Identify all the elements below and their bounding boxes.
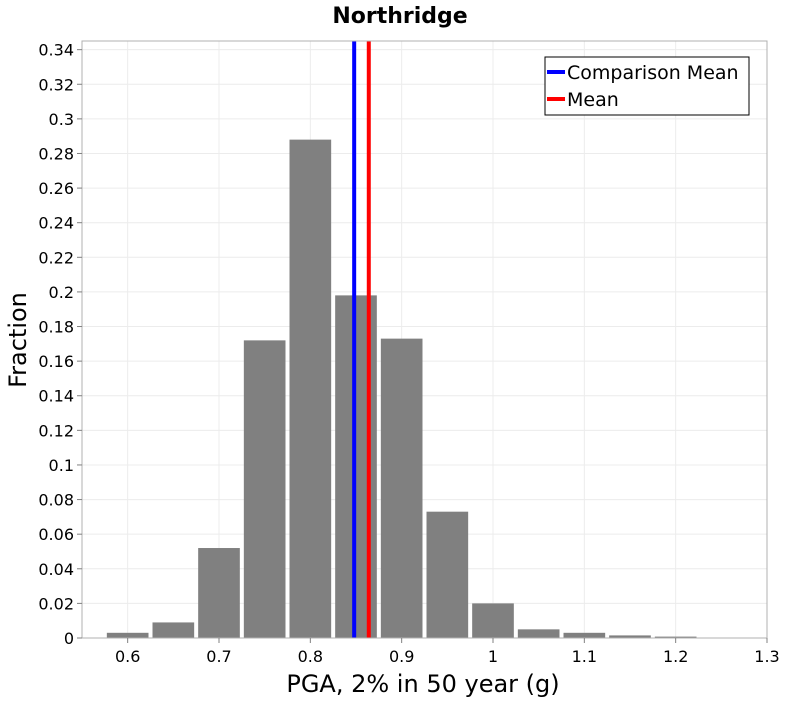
y-tick-label: 0.14 [38,387,74,406]
histogram-bar [563,632,606,638]
y-tick-label: 0.16 [38,352,74,371]
histogram-bar [609,635,651,638]
y-tick-label: 0.04 [38,560,74,579]
x-tick-label: 1.2 [663,647,688,666]
x-tick-label: 0.8 [298,647,323,666]
y-tick-label: 0.2 [49,283,74,302]
y-tick-label: 0.22 [38,248,74,267]
y-tick-label: 0.08 [38,491,74,510]
y-tick-label: 0.34 [38,41,74,60]
x-tick-label: 1 [488,647,498,666]
y-tick-label: 0 [64,629,74,648]
legend-box [544,56,750,116]
x-axis-label: PGA, 2% in 50 year (g) [286,670,559,698]
y-axis-label: Fraction [4,292,32,388]
legend-entry-label: Mean [567,89,619,111]
y-tick-label: 0.1 [49,456,74,475]
histogram-bar [426,511,469,638]
y-tick-label: 0.3 [49,110,74,129]
y-tick-label: 0.26 [38,179,74,198]
y-tick-label: 0.18 [38,318,74,337]
histogram-bar [198,548,240,638]
y-tick-label: 0.12 [38,421,74,440]
y-tick-label: 0.24 [38,214,74,233]
histogram-bar [106,632,149,638]
legend: Comparison Mean Mean [544,56,750,116]
histogram-bar [152,622,195,638]
y-tick-label: 0.32 [38,75,74,94]
histogram-bar [380,338,423,638]
histogram-bar [654,636,697,638]
x-tick-label: 0.6 [115,647,140,666]
histogram-bar [472,603,514,638]
grid [82,41,768,639]
plot-frame [81,40,768,639]
y-axis-ticks: 0 0.02 0.04 0.06 0.08 0.1 0.12 0.14 0.16 0.18 0.2 0… [38,41,82,648]
mean-lines [352,41,371,638]
histogram-bar [289,139,332,639]
legend-entry-label: Comparison Mean [567,62,739,84]
histogram-bar [517,629,560,638]
x-axis-ticks: 0.6 0.7 0.8 0.9 1 1.1 1.2 1.3 [115,638,780,666]
x-tick-label: 0.7 [206,647,231,666]
y-tick-label: 0.06 [38,525,74,544]
histogram-bar [243,340,286,638]
y-tick-label: 0.28 [38,144,74,163]
x-tick-label: 1.3 [754,647,779,666]
x-tick-label: 0.9 [389,647,414,666]
x-tick-label: 1.1 [572,647,597,666]
chart-title: Northridge [332,4,467,29]
y-tick-label: 0.02 [38,594,74,613]
